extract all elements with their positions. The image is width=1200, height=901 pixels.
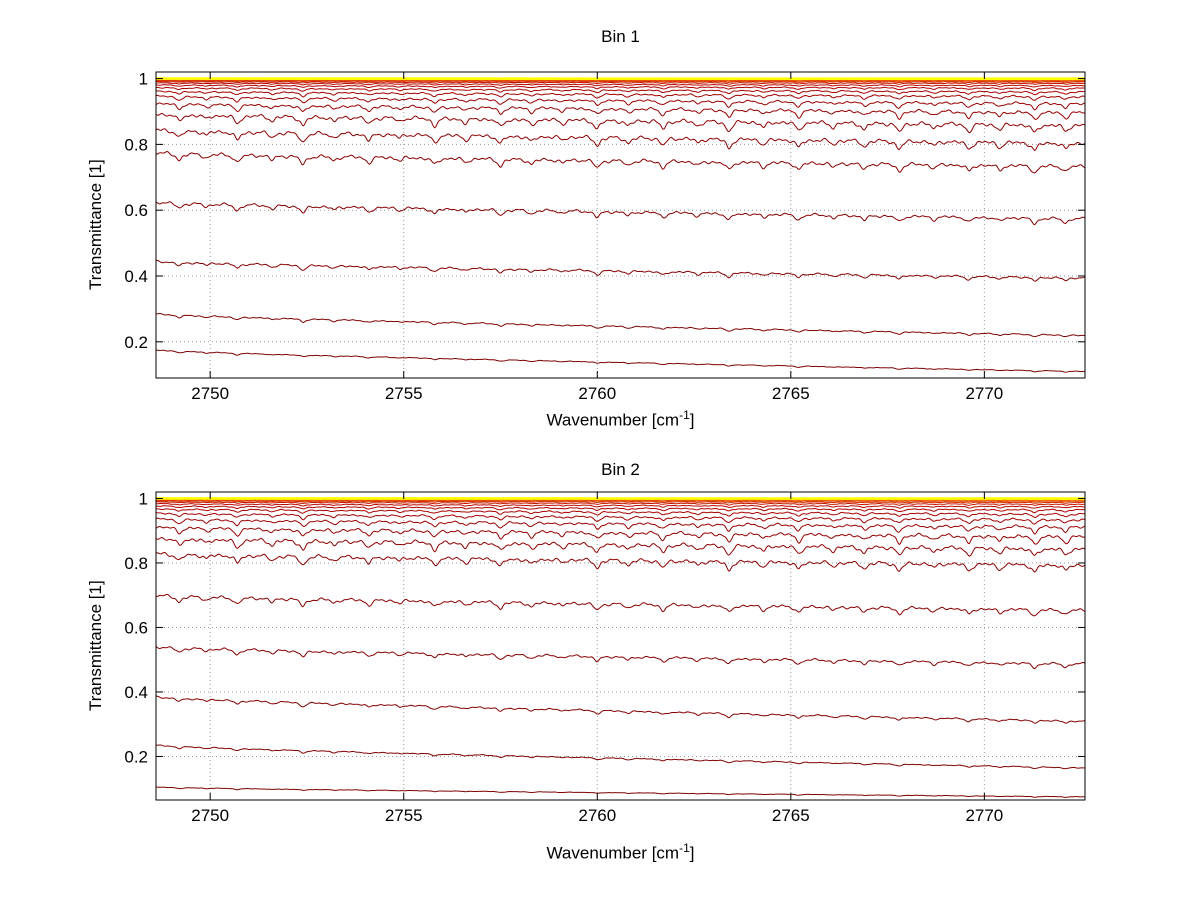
spectrum-curve	[156, 551, 1085, 573]
spectrum-curve	[156, 695, 1085, 724]
chart-bin2: 2750 2755 2760 2765 2770 0.2 0.4 0.6 0.8 1 Bin 2 …	[0, 451, 1200, 901]
spectrum-curve	[156, 517, 1085, 535]
y-axis-label-bin1: Transmittance [1]	[86, 159, 105, 291]
x-axis-label-close: ]	[689, 843, 695, 863]
spectrum-curve	[156, 536, 1085, 557]
spectrum-curve	[156, 112, 1085, 134]
x-tick-label: 2755	[385, 806, 423, 825]
spectrum-curve	[156, 744, 1085, 770]
x-axis-label-bin1: Wavenumber [cm-1]	[156, 404, 1085, 432]
x-tick-label: 2770	[965, 384, 1003, 403]
spectrum-curve	[156, 102, 1085, 121]
x-tick-label: 2750	[191, 384, 229, 403]
x-axis-label-sup: -1	[679, 841, 690, 855]
spectrum-curve	[156, 786, 1085, 798]
chart-title-bin1: Bin 1	[601, 27, 640, 46]
y-tick-label: 1	[139, 489, 148, 508]
x-tick-label: 2760	[578, 806, 616, 825]
spectrum-curve	[156, 501, 1085, 506]
spectrum-curve	[156, 505, 1085, 514]
y-tick-label: 0.4	[124, 683, 148, 702]
spectrum-curve	[156, 151, 1085, 174]
spectrum-curve	[156, 512, 1085, 525]
x-axis-label-sup: -1	[679, 408, 690, 422]
y-tick-label: 0.4	[124, 267, 148, 286]
y-tick-label: 0.6	[124, 201, 148, 220]
spectrum-curve	[156, 313, 1085, 338]
x-tick-label: 2760	[578, 384, 616, 403]
spectrum-curve	[156, 499, 1085, 503]
spectrum-curve	[156, 94, 1085, 111]
spectrum-curve	[156, 500, 1085, 504]
spectra-group	[156, 77, 1085, 373]
y-tick-label: 1	[139, 70, 148, 89]
y-tick-label: 0.8	[124, 135, 148, 154]
x-axis-label-bin2: Wavenumber [cm-1]	[156, 837, 1085, 865]
spectrum-curve	[156, 79, 1085, 83]
x-tick-label: 2750	[191, 806, 229, 825]
spectrum-curve	[156, 84, 1085, 92]
spectrum-curve	[156, 86, 1085, 96]
chart-title-bin2: Bin 2	[601, 460, 640, 479]
bin2-plot-svg: 2750 2755 2760 2765 2770 0.2 0.4 0.6 0.8 1	[124, 489, 1086, 825]
x-axis-label-text: Wavenumber [cm	[546, 410, 680, 430]
x-tick-label: 2770	[965, 806, 1003, 825]
spectrum-curve	[156, 259, 1085, 282]
spectrum-curve	[156, 80, 1085, 84]
chart-bin1: 2750 2755 2760 2765 2770 0.2 0.4 0.6 0.8 1 Bin 1 …	[0, 0, 1200, 450]
spectrum-curve	[156, 90, 1085, 101]
x-axis-label-text: Wavenumber [cm	[546, 843, 680, 863]
spectrum-curve	[156, 526, 1085, 546]
spectrum-curve	[156, 646, 1085, 670]
x-tick-label: 2765	[772, 806, 810, 825]
axis-box	[155, 71, 1086, 379]
bin1-plot-svg: 2750 2755 2760 2765 2770 0.2 0.4 0.6 0.8 1	[124, 70, 1086, 403]
spectra-group	[156, 497, 1085, 798]
spectrum-curve	[156, 128, 1085, 151]
x-axis-label-close: ]	[689, 410, 695, 430]
spectrum-curve	[156, 201, 1085, 226]
spectrum-curve	[156, 508, 1085, 518]
spectrum-curve	[156, 502, 1085, 509]
y-tick-label: 0.8	[124, 554, 148, 573]
y-axis-label-bin2: Transmittance [1]	[86, 580, 105, 712]
y-tick-label: 0.6	[124, 618, 148, 637]
spectrum-curve	[156, 349, 1085, 373]
spectrum-curve	[156, 80, 1085, 85]
y-tick-label: 0.2	[124, 747, 148, 766]
axis-box	[155, 491, 1086, 801]
y-tick-label: 0.2	[124, 333, 148, 352]
spectrum-curve	[156, 82, 1085, 88]
x-tick-label: 2755	[385, 384, 423, 403]
x-tick-label: 2765	[772, 384, 810, 403]
spectrum-curve	[156, 593, 1085, 617]
